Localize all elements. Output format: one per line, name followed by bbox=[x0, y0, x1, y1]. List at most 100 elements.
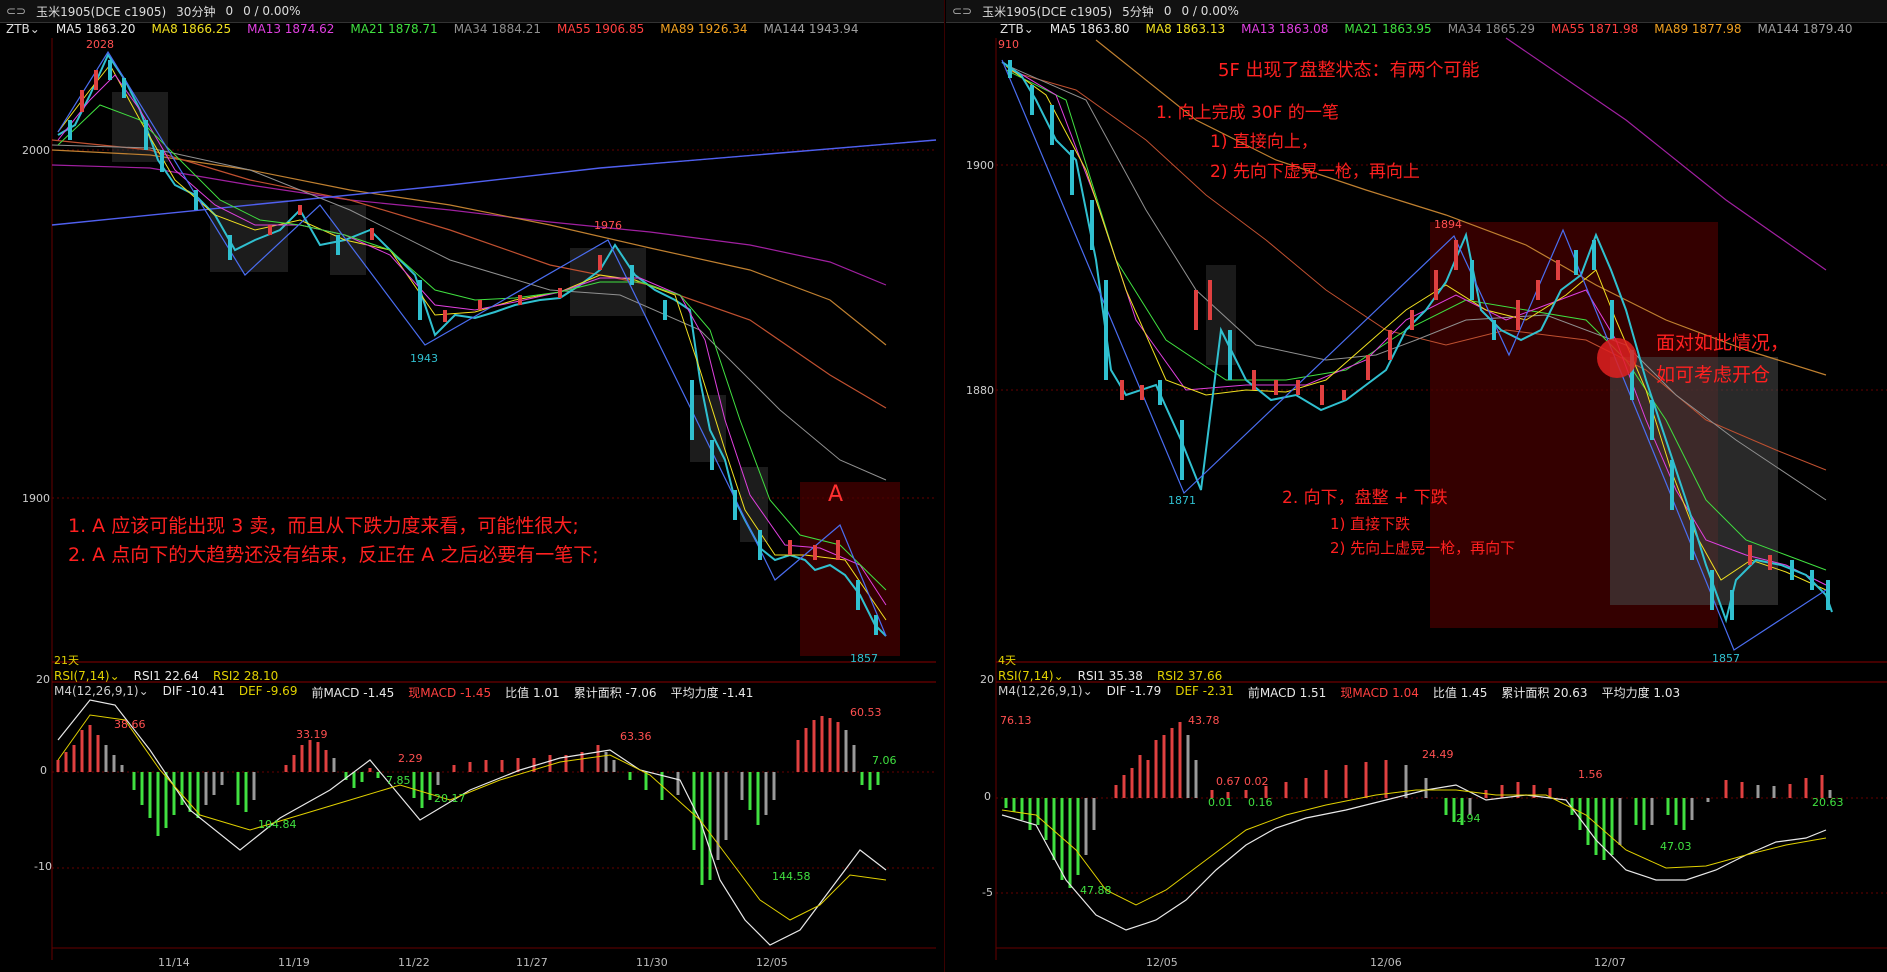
ma-13: MA13 1874.62 bbox=[247, 22, 335, 36]
annotation-title: 5F 出现了盘整状态：有两个可能 bbox=[1218, 60, 1480, 81]
marker-a: A bbox=[828, 482, 844, 507]
date-label: 11/27 bbox=[516, 956, 548, 969]
rsi-selector[interactable]: RSI(7,14)⌄ bbox=[54, 669, 120, 683]
price-1976-label: 1976 bbox=[594, 219, 622, 232]
link-icon[interactable]: ⊂⊃ bbox=[952, 4, 973, 18]
macd-selector[interactable]: M4(12,26,9,1)⌄ bbox=[998, 684, 1093, 698]
days-counter: 4天 bbox=[998, 654, 1016, 667]
price-1871-label: 1871 bbox=[1168, 494, 1196, 507]
date-label: 12/05 bbox=[756, 956, 788, 969]
macd-axis-zero: 0 bbox=[40, 764, 47, 777]
rsi1-value: RSI1 35.38 bbox=[1077, 669, 1143, 683]
price-1943-label: 1943 bbox=[410, 352, 438, 365]
ma-5: MA5 1863.80 bbox=[1049, 22, 1130, 36]
price-chart-30min[interactable] bbox=[0, 0, 944, 972]
chart-panel-30min[interactable]: ⊂⊃ 玉米1905(DCE c1905) 30分钟 0 0 / 0.00% ZT… bbox=[0, 0, 945, 972]
macd-label: 104.84 bbox=[258, 818, 297, 831]
change-percent: 0 / 0.00% bbox=[1181, 4, 1239, 18]
ratio-value: 比值 1.45 bbox=[1432, 686, 1488, 700]
cur-macd: 现MACD 1.04 bbox=[1340, 686, 1419, 700]
rsi-selector[interactable]: RSI(7,14)⌄ bbox=[998, 669, 1064, 683]
macd-label: 0.02 bbox=[1244, 775, 1269, 788]
date-label: 11/30 bbox=[636, 956, 668, 969]
annotation-down-a: 1) 直接下跌 bbox=[1330, 515, 1411, 533]
ma-55: MA55 1871.98 bbox=[1550, 22, 1639, 36]
annotation-up: 1. 向上完成 30F 的一笔 bbox=[1156, 103, 1339, 123]
macd-axis-neg: -5 bbox=[982, 886, 993, 899]
indicator-selector[interactable]: ZTB⌄ bbox=[6, 22, 40, 36]
dea-value: DEF -2.31 bbox=[1175, 684, 1234, 698]
link-icon[interactable]: ⊂⊃ bbox=[6, 4, 27, 18]
ma-8: MA8 1863.13 bbox=[1145, 22, 1226, 36]
chart-header: ⊂⊃ 玉米1905(DCE c1905) 5分钟 0 0 / 0.00% bbox=[946, 0, 1887, 23]
indicator-selector[interactable]: ZTB⌄ bbox=[1000, 22, 1034, 36]
macd-axis-top: 20 bbox=[980, 673, 994, 686]
period-selector[interactable]: 5分钟 bbox=[1122, 4, 1154, 19]
price-chart-5min[interactable] bbox=[946, 0, 1887, 972]
macd-label: 7.85 bbox=[386, 774, 411, 787]
ma-89: MA89 1926.34 bbox=[660, 22, 748, 36]
ma-21: MA21 1878.71 bbox=[350, 22, 438, 36]
ma-13: MA13 1863.08 bbox=[1241, 22, 1329, 36]
date-label: 12/05 bbox=[1146, 956, 1178, 969]
macd-legend: M4(12,26,9,1)⌄ DIF -1.79 DEF -2.31 前MACD… bbox=[998, 684, 1680, 701]
price-low-label: 1857 bbox=[850, 652, 878, 665]
annotation-line-1: 1. A 应该可能出现 3 卖，而且从下跌力度来看，可能性很大; bbox=[68, 515, 579, 537]
macd-label: 43.78 bbox=[1188, 714, 1220, 727]
days-counter: 21天 bbox=[54, 654, 79, 667]
macd-legend: M4(12,26,9,1)⌄ DIF -10.41 DEF -9.69 前MAC… bbox=[54, 684, 753, 701]
dif-value: DIF -1.79 bbox=[1106, 684, 1162, 698]
macd-label: 47.03 bbox=[1660, 840, 1692, 853]
chart-panel-5min[interactable]: ⊂⊃ 玉米1905(DCE c1905) 5分钟 0 0 / 0.00% ZTB… bbox=[946, 0, 1887, 972]
ma-34: MA34 1865.29 bbox=[1447, 22, 1535, 36]
ma-89: MA89 1877.98 bbox=[1654, 22, 1742, 36]
macd-label: 7.06 bbox=[872, 754, 897, 767]
y-axis-1900: 1900 bbox=[22, 492, 50, 505]
date-label: 11/22 bbox=[398, 956, 430, 969]
date-label: 11/14 bbox=[158, 956, 190, 969]
macd-label: 0.67 bbox=[1216, 775, 1241, 788]
prev-macd: 前MACD -1.45 bbox=[311, 686, 395, 700]
macd-label: 63.36 bbox=[620, 730, 652, 743]
ma-144: MA144 1879.40 bbox=[1757, 22, 1853, 36]
dif-value: DIF -10.41 bbox=[162, 684, 225, 698]
macd-axis-neg: -10 bbox=[34, 860, 52, 873]
annotation-side-1: 面对如此情况， bbox=[1656, 332, 1790, 354]
rsi1-value: RSI1 22.64 bbox=[133, 669, 199, 683]
annotation-line-2: 2. A 点向下的大趋势还没有结束，反正在 A 之后必要有一笔下; bbox=[68, 544, 599, 566]
macd-label: 20.63 bbox=[1812, 796, 1844, 809]
macd-label: 144.58 bbox=[772, 870, 811, 883]
instrument-title: 玉米1905(DCE c1905) bbox=[982, 4, 1113, 19]
ma-5: MA5 1863.20 bbox=[55, 22, 136, 36]
price-high-label: 910 bbox=[998, 38, 1019, 51]
ratio-value: 比值 1.01 bbox=[505, 686, 560, 700]
prev-macd: 前MACD 1.51 bbox=[1247, 686, 1327, 700]
rsi2-value: RSI2 37.66 bbox=[1156, 669, 1223, 683]
macd-label: 2.29 bbox=[398, 752, 423, 765]
area-value: 累计面积 20.63 bbox=[1501, 686, 1588, 700]
macd-label: 0.16 bbox=[1248, 796, 1273, 809]
rsi2-value: RSI2 28.10 bbox=[212, 669, 279, 683]
annotation-down: 2. 向下，盘整 + 下跌 bbox=[1282, 488, 1448, 508]
price-high-label: 2028 bbox=[86, 38, 114, 51]
y-axis-1880: 1880 bbox=[966, 384, 994, 397]
macd-selector[interactable]: M4(12,26,9,1)⌄ bbox=[54, 684, 149, 698]
ma-legend: ZTB⌄ MA5 1863.20 MA8 1866.25 MA13 1874.6… bbox=[6, 22, 858, 38]
ma-21: MA21 1863.95 bbox=[1344, 22, 1432, 36]
macd-label: 20.17 bbox=[434, 792, 466, 805]
date-label: 12/07 bbox=[1594, 956, 1626, 969]
change-value: 0 bbox=[225, 4, 234, 18]
period-selector[interactable]: 30分钟 bbox=[176, 4, 216, 19]
instrument-title: 玉米1905(DCE c1905) bbox=[36, 4, 167, 19]
macd-label: 0.01 bbox=[1208, 796, 1233, 809]
macd-label: 47.88 bbox=[1080, 884, 1112, 897]
ma-144: MA144 1943.94 bbox=[763, 22, 859, 36]
y-axis-1900: 1900 bbox=[966, 159, 994, 172]
price-low-label: 1857 bbox=[1712, 652, 1740, 665]
cur-macd: 现MACD -1.45 bbox=[408, 686, 492, 700]
date-label: 12/06 bbox=[1370, 956, 1402, 969]
macd-label: 60.53 bbox=[850, 706, 882, 719]
macd-label: 1.56 bbox=[1578, 768, 1603, 781]
dea-value: DEF -9.69 bbox=[238, 684, 298, 698]
ma-8: MA8 1866.25 bbox=[151, 22, 232, 36]
